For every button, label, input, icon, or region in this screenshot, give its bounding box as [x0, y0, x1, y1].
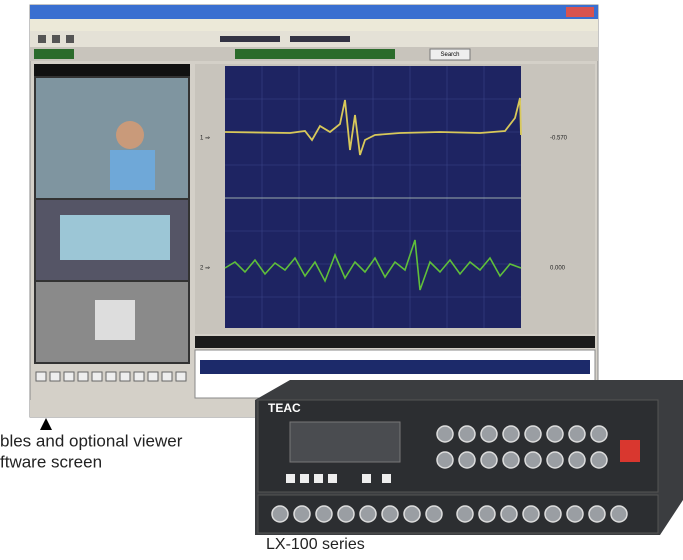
playback-buttons	[35, 371, 187, 382]
dash-screen	[60, 215, 170, 260]
readout: -0.570	[550, 136, 568, 142]
hardware-unit: TEAC	[255, 380, 683, 535]
front-buttons	[286, 474, 391, 483]
status-box	[34, 49, 74, 59]
title-bar	[30, 5, 598, 19]
waveform-2	[224, 239, 522, 291]
menu-bar	[30, 19, 598, 31]
video-header	[34, 64, 190, 76]
readout: 0.000	[550, 266, 566, 272]
software-window: Search 1 ⇒ 2 ⇒ -0.570	[29, 4, 599, 418]
toolbar-icons	[38, 35, 350, 43]
search-button[interactable]	[429, 48, 471, 61]
power-switch	[620, 440, 640, 462]
pointer-arrow	[40, 418, 52, 430]
caption-line: bles and optional viewer	[0, 431, 183, 450]
waveform-1	[224, 97, 522, 156]
channel-label: 2 ⇒	[200, 266, 210, 272]
window-buttons	[566, 7, 594, 17]
status-box	[235, 49, 395, 59]
bnc-connectors-bottom	[271, 505, 628, 523]
table-selected-row	[200, 360, 590, 374]
drive-slot	[289, 421, 401, 463]
time-bar	[195, 336, 595, 348]
driver-head	[116, 121, 144, 149]
product-label: LX-100 series	[266, 536, 365, 553]
channel-label: 1 ⇒	[200, 136, 210, 142]
driver-body	[110, 150, 155, 190]
caption-line: ftware screen	[0, 452, 102, 471]
brand: TEAC	[268, 401, 301, 415]
search-label: Search	[440, 52, 459, 58]
bnc-connectors-top	[436, 425, 608, 469]
pedal-foot	[95, 300, 135, 340]
